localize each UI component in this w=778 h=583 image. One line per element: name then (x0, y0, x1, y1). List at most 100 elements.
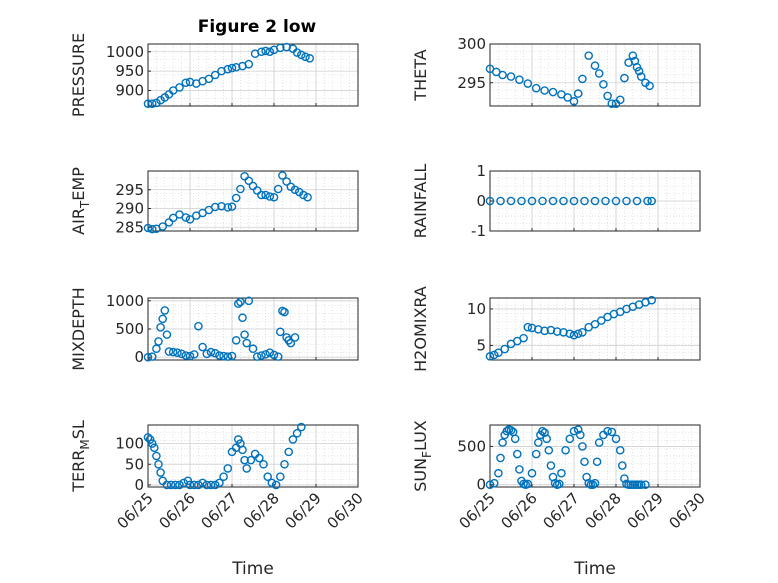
data-point (618, 461, 627, 470)
data-point (527, 468, 537, 478)
data-point (257, 190, 266, 200)
data-point (175, 480, 184, 490)
data-point (615, 95, 625, 105)
data-point (534, 438, 543, 447)
y-axis-label: AIRTEMP (69, 167, 92, 235)
y-tick-label: 900 (115, 82, 144, 100)
data-point (185, 215, 195, 224)
data-point (252, 352, 262, 361)
data-point (563, 93, 573, 102)
y-tick-label: 5 (476, 336, 486, 354)
data-point (569, 97, 579, 106)
y-tick-label: 0 (134, 476, 144, 494)
y-axis-label: RAINFALL (411, 164, 430, 239)
data-point (246, 455, 256, 465)
data-point (542, 434, 552, 444)
data-point (573, 425, 583, 434)
axes-box (489, 43, 701, 107)
y-tick-label: 1000 (106, 43, 144, 61)
data-point (506, 72, 516, 81)
data-point (244, 296, 254, 306)
data-point (275, 327, 285, 337)
data-point (198, 478, 207, 488)
data-point (494, 348, 503, 358)
data-point (185, 480, 195, 490)
data-point (615, 445, 625, 455)
data-point (611, 196, 621, 206)
data-point (555, 479, 564, 489)
y-tick-label: 300 (457, 35, 486, 53)
data-point (244, 59, 254, 69)
data-point (261, 350, 270, 359)
data-point (156, 323, 165, 332)
data-point (261, 46, 270, 56)
data-point (590, 478, 600, 488)
data-point (143, 223, 153, 233)
y-tick-label: 500 (115, 320, 144, 338)
data-point (147, 439, 157, 448)
y-tick-label: 10 (467, 300, 486, 318)
data-point (215, 351, 224, 360)
data-point (202, 480, 212, 490)
data-point (641, 480, 650, 490)
data-point (643, 196, 652, 206)
data-point (580, 196, 589, 206)
x-tick-label: 06/30 (666, 489, 709, 532)
x-tick-label: 06/25 (456, 489, 499, 532)
data-point (303, 192, 312, 202)
data-point (498, 70, 507, 80)
data-point (242, 338, 251, 348)
data-point (233, 299, 243, 308)
data-point (194, 480, 203, 490)
data-point (489, 350, 499, 360)
data-point (584, 478, 594, 488)
y-tick-label: 295 (115, 181, 144, 199)
data-point (597, 316, 606, 325)
data-point (561, 445, 570, 455)
data-point (290, 185, 300, 195)
data-point (647, 295, 657, 305)
x-tick-label: 06/28 (240, 489, 283, 532)
data-point (269, 192, 279, 202)
y-tick-label: 0 (134, 348, 144, 366)
data-point (498, 438, 507, 447)
data-point (515, 465, 524, 474)
data-point (210, 348, 220, 358)
data-point (170, 480, 180, 490)
data-point (634, 66, 644, 76)
data-point (299, 190, 308, 200)
data-point (236, 297, 245, 307)
data-point (494, 468, 503, 478)
data-point (292, 48, 302, 57)
data-point (485, 196, 495, 206)
data-point (189, 480, 199, 490)
data-point (166, 480, 176, 490)
data-point (227, 351, 237, 361)
data-point (238, 445, 247, 455)
data-point (601, 196, 610, 206)
y-tick-label: 1000 (106, 292, 144, 310)
data-point (620, 73, 629, 83)
data-point (292, 428, 302, 438)
data-point (240, 330, 249, 339)
data-point (296, 50, 306, 60)
data-point (531, 449, 541, 459)
data-point (531, 83, 541, 93)
data-point (181, 213, 191, 222)
x-tick-label: 06/26 (156, 489, 199, 532)
data-point (636, 480, 646, 490)
data-point (489, 478, 499, 488)
data-point (231, 62, 241, 72)
data-point (217, 201, 226, 211)
data-point (175, 83, 184, 92)
data-point (183, 476, 193, 486)
data-point (565, 329, 575, 339)
data-point (548, 196, 558, 206)
data-point (538, 196, 547, 206)
axes-box (147, 424, 359, 488)
data-point (620, 474, 629, 483)
